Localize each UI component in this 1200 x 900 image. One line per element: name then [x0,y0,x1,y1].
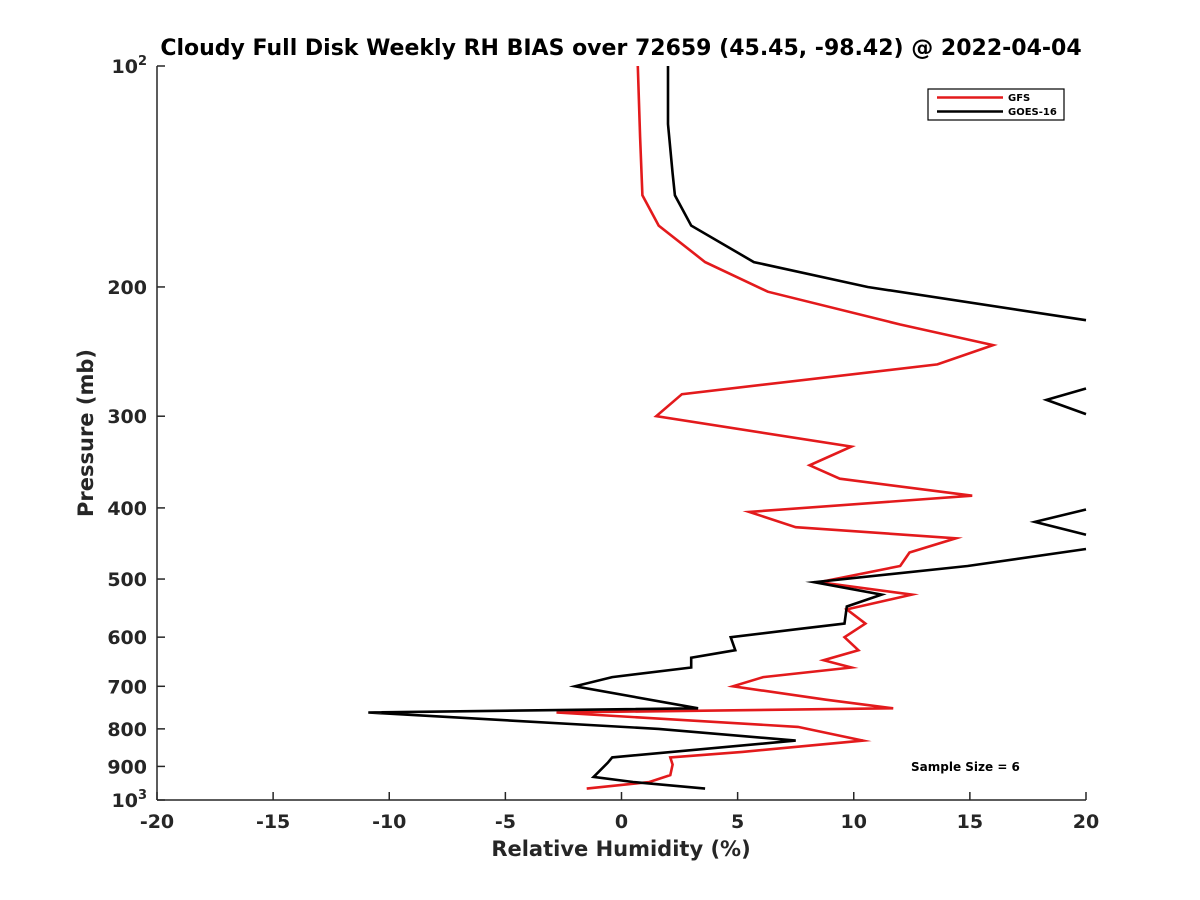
plot-area: -20 -15 -10 -5 0 5 10 15 20 102 200 300 400 500 600 700… [107,54,1099,833]
x-axis-label: Relative Humidity (%) [491,837,750,861]
y-tick-label: 500 [107,569,147,591]
x-tick-label: 0 [615,811,628,833]
y-tick-label: 103 [112,788,148,812]
x-tick-label: -15 [256,811,290,833]
series-line-goes-16-segment-4 [368,547,1087,790]
axes-layer: -20 -15 -10 -5 0 5 10 15 20 102 200 300 400 500 600 700… [107,54,1099,833]
x-tick-label: -10 [372,811,406,833]
x-tick-label: 10 [841,811,867,833]
chart-title: Cloudy Full Disk Weekly RH BIAS over 726… [160,36,1081,61]
x-tick-label: 20 [1073,811,1099,833]
x-tick-label: -5 [495,811,516,833]
series-line-goes-16-segment-2 [1042,387,1087,416]
y-axis-label: Pressure (mb) [74,349,98,517]
sample-size-annotation: Sample Size = 6 [911,760,1020,774]
legend-label-gfs: GFS [1008,93,1030,104]
legend: GFS GOES-16 [927,88,1065,121]
y-tick-label: 300 [107,406,147,428]
series-layer [368,65,1087,790]
y-tick-label: 900 [107,756,147,778]
legend-label-goes16: GOES-16 [1008,107,1057,118]
series-line-gfs-segment-1 [556,65,998,790]
x-tick-label: -20 [140,811,174,833]
series-line-goes-16-segment-1 [666,66,1087,322]
y-tick-label: 700 [107,676,147,698]
y-tick-label: 200 [107,277,147,299]
legend-box [927,88,1065,121]
x-tick-label: 5 [731,811,744,833]
y-tick-label: 400 [107,498,147,520]
y-tick-label: 600 [107,627,147,649]
y-tick-label: 800 [107,719,147,741]
x-tick-label: 15 [957,811,983,833]
series-line-goes-16-segment-3 [1029,508,1087,536]
y-tick-label: 102 [112,54,148,78]
